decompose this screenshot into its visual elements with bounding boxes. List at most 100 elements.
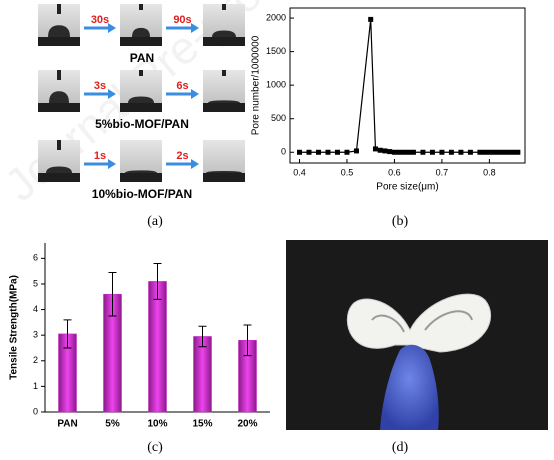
sample-label: PAN [130,51,154,65]
substrate [120,173,162,182]
needle [57,140,61,150]
arrow-head [191,89,199,99]
y-tick-label: 1500 [266,46,286,56]
time-label: 6s [176,80,188,92]
data-point [325,149,331,155]
data-point [458,149,464,155]
data-line [299,19,518,153]
error-bar [243,324,252,357]
needle [222,4,226,10]
data-point [420,149,426,155]
substrate [203,103,245,112]
sample-label: 10%bio-MOF/PAN [92,187,192,201]
time-label: 30s [91,14,109,26]
y-tick-label: 500 [271,113,286,123]
panel-caption: (c) [147,440,163,455]
y-tick-label: 5 [33,278,38,288]
y-tick-label: 1 [33,381,38,391]
time-label: 1s [94,150,106,162]
y-axis-label: Tensile Strength(MPa) [9,275,20,380]
droplet [49,91,69,103]
bar [193,336,212,413]
data-point [334,149,340,155]
data-point [396,149,402,155]
time-label: 90s [173,14,191,26]
data-point [315,149,321,155]
time-label: 2s [176,150,188,162]
data-point [382,148,388,154]
error-bar [198,325,207,348]
x-tick-label: 0.8 [483,167,496,177]
data-point [391,149,397,155]
substrate [38,103,80,112]
substrate [120,103,162,112]
photo [286,240,548,430]
y-tick-label: 2 [33,355,38,365]
y-axis-label: Pore number/1000000 [251,35,262,135]
droplet [208,100,240,103]
y-tick-label: 0 [281,147,286,157]
x-tick-label: 20% [237,419,257,430]
x-tick-label: 15% [192,419,212,430]
y-tick-label: 3 [33,330,38,340]
droplet [212,30,236,37]
error-bar [63,319,72,349]
data-point [477,149,483,155]
substrate [38,173,80,182]
data-point [296,149,302,155]
data-point [515,149,521,155]
y-tick-label: 2000 [266,12,286,22]
x-tick-label: 0.7 [436,167,449,177]
y-tick-label: 4 [33,304,38,314]
needle [57,70,61,80]
data-point [387,149,393,155]
sample-label: 5%bio-MOF/PAN [95,117,189,131]
plot-frame [289,7,526,164]
data-point [510,149,516,155]
arrow-head [191,159,199,169]
data-point [377,147,383,153]
droplet [206,171,242,173]
data-point [368,16,374,22]
droplet [125,170,157,173]
y-tick-label: 6 [33,253,38,263]
data-point [353,148,359,154]
needle [222,70,226,76]
droplet [48,25,70,37]
arrow-head [108,89,116,99]
x-tick-label: 0.4 [293,167,306,177]
data-point [467,149,473,155]
x-tick-label: 5% [105,419,120,430]
data-point [486,149,492,155]
panel-caption: (a) [147,214,163,229]
data-point [505,149,511,155]
needle [57,4,61,14]
y-tick-label: 1000 [266,80,286,90]
droplet [46,166,72,173]
y-tick-label: 0 [33,406,38,416]
arrow-head [108,23,116,33]
error-bar [153,262,162,300]
droplet [132,27,150,37]
bar [148,281,167,413]
substrate [203,173,245,182]
x-tick-label: 0.5 [341,167,354,177]
needle [139,4,143,10]
data-point [439,149,445,155]
x-tick-label: 0.6 [388,167,401,177]
x-axis-label: Pore size(μm) [376,182,438,193]
panel-caption: (d) [392,440,409,455]
data-point [401,149,407,155]
data-point [501,149,507,155]
x-tick-label: 10% [147,419,167,430]
x-tick-label: PAN [57,419,77,430]
data-point [482,149,488,155]
substrate [38,37,80,46]
data-point [306,149,312,155]
arrow-head [108,159,116,169]
substrate [203,37,245,46]
needle [139,70,143,76]
substrate [120,37,162,46]
